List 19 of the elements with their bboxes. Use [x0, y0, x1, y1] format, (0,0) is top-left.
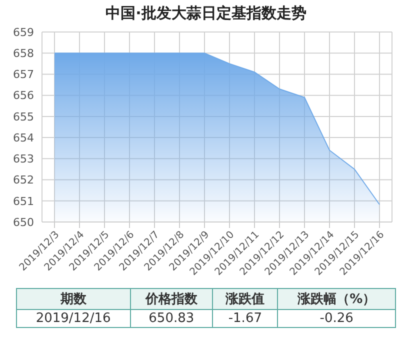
y-tick-label: 655: [13, 110, 34, 124]
y-tick-label: 659: [13, 26, 34, 39]
text: 650.83: [130, 310, 213, 328]
y-tick-label: 651: [13, 194, 34, 208]
chart-title: 中国·批发大蒜日定基指数走势: [104, 4, 308, 24]
text: 2019/12/16: [16, 310, 130, 328]
y-tick-label: 653: [13, 152, 34, 166]
y-tick-label: 652: [13, 174, 34, 187]
text: 涨跌幅（%）: [278, 288, 396, 310]
text: -1.67: [212, 310, 278, 328]
y-tick-label: 657: [13, 68, 34, 82]
y-tick-label: 650: [13, 216, 34, 229]
text: 价格指数: [130, 288, 213, 310]
y-tick-label: 658: [13, 47, 34, 60]
text: -0.26: [278, 310, 396, 328]
text: 涨跌值: [212, 288, 278, 310]
text: 期数: [16, 288, 130, 310]
y-tick-label: 654: [13, 131, 34, 144]
y-tick-label: 656: [13, 89, 34, 102]
